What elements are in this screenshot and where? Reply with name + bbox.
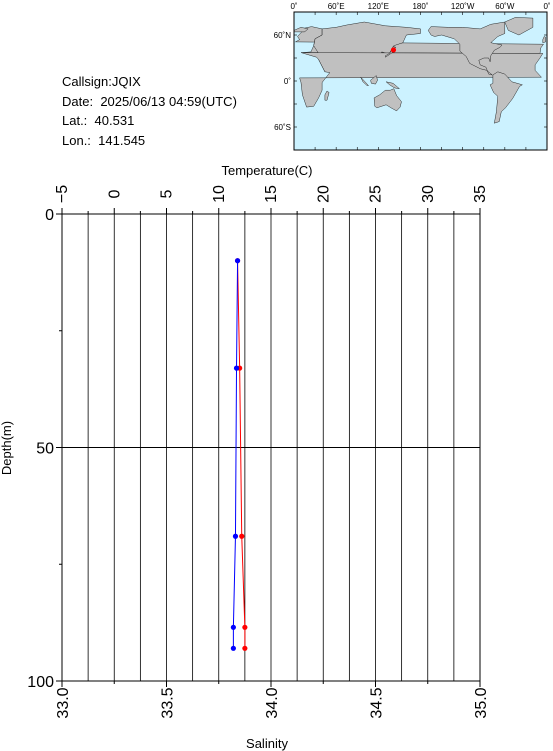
salinity-point [234,258,241,264]
depth-ticks: 0 50 100 [27,207,62,691]
map-tick-marks [293,11,548,151]
station-info: Callsign:JQIX Date: 2025/06/13 04:59(UTC… [62,72,237,150]
map-latitude-labels: 60˚N 0˚ 60˚S [274,31,292,132]
salinity-point [230,624,236,630]
salinity-tick-label: 34.5 [369,687,386,718]
temperature-tick-label: −5 [54,185,71,203]
temperature-ticks: −5 0 5 10 15 20 25 30 35 [54,185,489,214]
map-lat-label: 0˚ [284,77,291,86]
temperature-point [242,624,248,630]
salinity-tick-label: 35.0 [473,687,490,718]
salinity-profile-line [232,260,239,649]
map-lat-label: 60˚S [274,123,291,132]
land-madagascar [324,90,330,101]
land-sumatra [360,77,369,86]
depth-tick-label: 100 [27,674,54,691]
temperature-profile-line [237,260,246,649]
map-lon-label: 60˚W [495,2,515,11]
date-row: Date: 2025/06/13 04:59(UTC) [62,92,237,112]
salinity-point [232,533,239,539]
land-greenland [504,17,534,36]
callsign-row: Callsign:JQIX [62,72,237,92]
temperature-tick-label: 30 [420,185,437,203]
map-lon-label: 0˚ [290,2,297,11]
land-south-america [489,71,523,124]
salinity-axis-label: Salinity [246,736,288,751]
date-label: Date: [62,93,94,109]
lat-label: Lat.: [62,113,88,128]
temperature-point [239,533,245,539]
lon-value: 141.545 [98,132,146,148]
land-north-america [427,21,505,76]
lon-row: Lon.: 141.545 [62,131,237,151]
map-lat-label: 60˚N [274,31,292,40]
salinity-tick-label: 33.0 [55,687,72,718]
temperature-tick-label: 10 [211,185,228,203]
map-land [293,17,546,124]
temperature-tick-label: 15 [263,185,280,203]
temperature-axis-label: Temperature(C) [221,163,312,178]
temperature-tick-label: 20 [315,185,332,203]
map-lon-label: 120˚W [451,2,475,11]
date-value: 2025/06/13 04:59(UTC) [100,93,237,109]
map-longitude-labels: 0˚ 60˚E 120˚E 180˚ 120˚W 60˚W 0˚ [290,2,550,11]
land-borneo [370,75,378,85]
station-marker-dot [390,47,397,53]
profile-chart: −5 0 5 10 15 20 25 30 35 33.0 33.5 34.0 34.5 35.0 05… [0,163,490,751]
lon-label: Lon.: [62,132,91,148]
land-australia [373,88,402,112]
salinity-tick-label: 34.0 [264,687,281,718]
temperature-point [242,645,248,651]
lat-value: 40.531 [94,113,135,128]
map-lon-label: 60˚E [328,2,345,11]
salinity-ticks: 33.0 33.5 34.0 34.5 35.0 [55,681,490,719]
salinity-tick-label: 33.5 [160,687,177,718]
series-layer [230,258,248,651]
temperature-tick-label: 25 [368,185,385,203]
temperature-tick-label: 0 [106,189,123,198]
salinity-point [230,645,236,651]
depth-tick-label: 0 [45,207,54,224]
land-uk [542,36,546,43]
map-lon-label: 180˚ [412,2,428,11]
map-lon-label: 120˚E [368,2,389,11]
world-map: 0˚ 60˚E 120˚E 180˚ 120˚W 60˚W 0˚ 60˚N 0˚ 60˚S [274,2,551,151]
depth-axis-label: Depth(m) [0,421,14,475]
temperature-tick-label: 35 [472,185,489,203]
salinity-point [233,365,240,371]
depth-tick-label: 50 [36,441,54,458]
map-lon-label: 0˚ [543,2,550,11]
callsign-value: JQIX [111,74,141,89]
land-new-guinea [385,81,401,90]
station-marker [390,47,397,53]
chart-grid [62,214,480,681]
temperature-tick-label: 5 [159,189,176,198]
lat-row: Lat.: 40.531 [62,111,237,131]
callsign-label: Callsign: [62,74,112,89]
